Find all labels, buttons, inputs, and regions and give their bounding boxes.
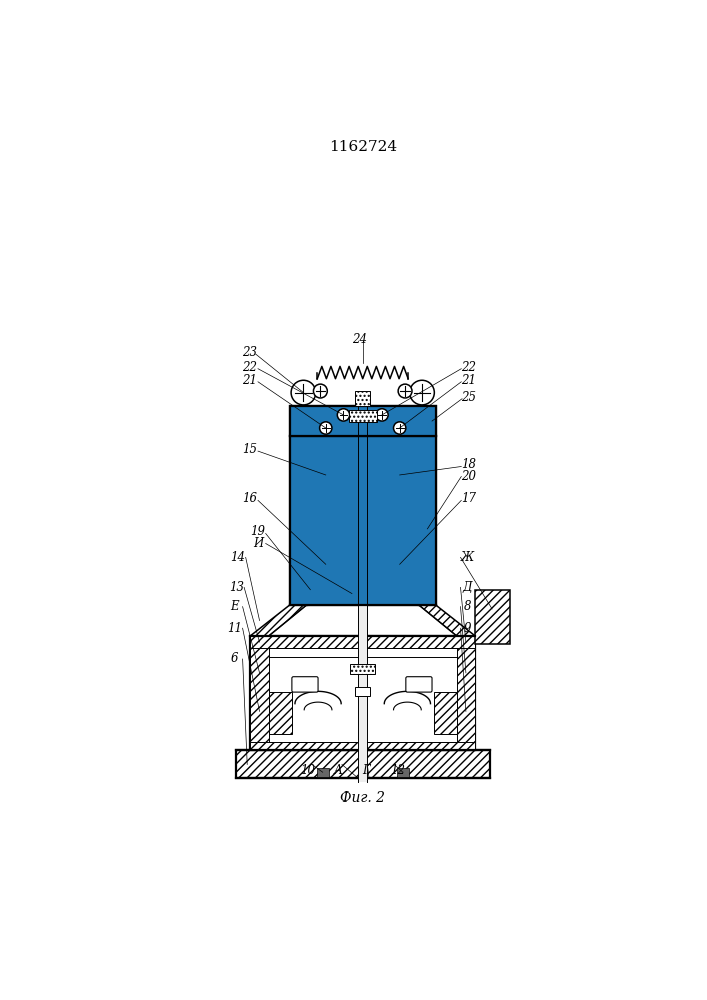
Text: 24: 24 bbox=[352, 333, 367, 346]
Bar bbox=[397, 768, 409, 777]
Text: 15: 15 bbox=[242, 443, 257, 456]
Bar bbox=[317, 768, 329, 777]
Text: И: И bbox=[253, 537, 263, 550]
Text: 17: 17 bbox=[462, 492, 477, 505]
Text: Г: Г bbox=[362, 764, 370, 777]
Text: 22: 22 bbox=[242, 361, 257, 374]
Circle shape bbox=[376, 409, 388, 421]
Circle shape bbox=[409, 380, 434, 405]
Bar bbox=[235, 750, 490, 778]
Circle shape bbox=[337, 409, 350, 421]
Bar bbox=[355, 687, 370, 696]
Bar bbox=[290, 436, 436, 605]
Text: А: А bbox=[334, 764, 342, 777]
Circle shape bbox=[398, 384, 412, 398]
Text: 11: 11 bbox=[228, 622, 243, 635]
Bar bbox=[383, 537, 416, 591]
Circle shape bbox=[394, 422, 406, 434]
Text: 10: 10 bbox=[300, 764, 315, 777]
Text: 23: 23 bbox=[242, 346, 257, 359]
Polygon shape bbox=[250, 605, 307, 636]
Text: 8: 8 bbox=[464, 600, 471, 613]
Text: Фиг. 2: Фиг. 2 bbox=[340, 791, 385, 805]
Bar bbox=[419, 436, 436, 605]
Text: 16: 16 bbox=[242, 492, 257, 505]
Bar bbox=[290, 406, 436, 436]
Bar bbox=[383, 450, 416, 500]
Circle shape bbox=[313, 384, 327, 398]
Text: 21: 21 bbox=[242, 374, 257, 387]
Bar bbox=[250, 636, 269, 750]
Bar bbox=[250, 636, 475, 648]
Text: 18: 18 bbox=[462, 458, 477, 471]
FancyBboxPatch shape bbox=[292, 677, 318, 692]
Bar bbox=[355, 391, 370, 406]
Text: Е: Е bbox=[230, 600, 239, 613]
Text: Д: Д bbox=[462, 581, 472, 594]
Bar bbox=[352, 436, 373, 605]
Bar bbox=[310, 537, 342, 591]
Bar bbox=[475, 590, 510, 644]
Bar bbox=[307, 436, 419, 605]
Bar bbox=[250, 636, 475, 750]
Text: 13: 13 bbox=[229, 581, 244, 594]
Text: 20: 20 bbox=[462, 470, 477, 483]
Text: 25: 25 bbox=[462, 391, 477, 404]
Circle shape bbox=[320, 422, 332, 434]
Bar bbox=[250, 742, 475, 750]
Bar bbox=[457, 636, 475, 750]
Text: 21: 21 bbox=[462, 374, 477, 387]
Bar bbox=[290, 406, 436, 436]
Bar bbox=[351, 664, 375, 674]
FancyBboxPatch shape bbox=[406, 677, 432, 692]
Bar bbox=[373, 436, 419, 605]
Text: 19: 19 bbox=[250, 525, 266, 538]
Text: 12: 12 bbox=[391, 764, 406, 777]
Circle shape bbox=[291, 380, 316, 405]
Bar bbox=[433, 692, 457, 734]
Bar bbox=[307, 436, 352, 605]
Bar bbox=[358, 406, 368, 782]
Text: 6: 6 bbox=[231, 652, 239, 666]
Text: 14: 14 bbox=[230, 551, 245, 564]
Bar bbox=[290, 436, 307, 605]
Bar bbox=[269, 692, 292, 734]
Bar bbox=[349, 410, 377, 422]
Text: 22: 22 bbox=[462, 361, 477, 374]
Text: Ж: Ж bbox=[461, 551, 474, 564]
Polygon shape bbox=[419, 605, 475, 636]
Text: 1162724: 1162724 bbox=[329, 140, 397, 154]
Bar bbox=[307, 523, 419, 534]
Text: 9: 9 bbox=[464, 622, 471, 635]
Bar bbox=[310, 450, 342, 500]
